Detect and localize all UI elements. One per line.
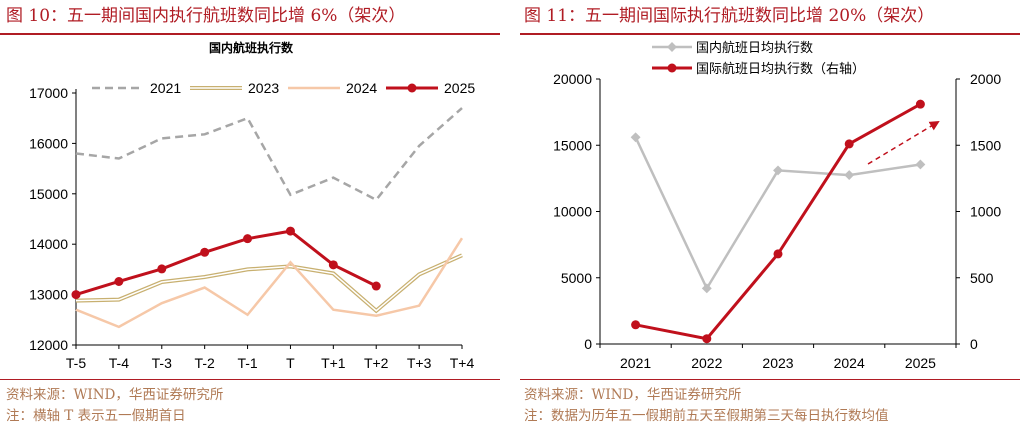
y-tick-label: 15000: [29, 186, 68, 202]
international-series-point: [915, 99, 925, 109]
left-footnote: 注：横轴 T 表示五一假期首日: [6, 408, 186, 424]
legend-marker-1: [667, 63, 677, 73]
right-title-rule: [520, 33, 1020, 35]
x-tick-label: 2021: [620, 355, 651, 371]
x-tick-label: T-5: [66, 355, 86, 371]
left-y-tick-label: 10000: [553, 204, 592, 220]
international-series-point: [773, 249, 783, 259]
legend-marker-0: [667, 42, 677, 52]
x-tick-label: T+4: [450, 355, 475, 371]
x-tick-label: T: [286, 355, 295, 371]
right-footer-rule: [520, 379, 1020, 380]
right-figure-title: 图 11：五一期间国际执行航班数同比增 20%（架次）: [524, 6, 935, 26]
legend-label-2021: 2021: [150, 80, 181, 96]
y-tick-label: 17000: [29, 85, 68, 101]
domestic-series-point: [844, 170, 855, 181]
x-tick-label: 2022: [691, 355, 722, 371]
x-tick-label: 2024: [834, 355, 865, 371]
series-2025-point: [285, 226, 295, 236]
series-2023-line-inner: [75, 254, 463, 312]
right-y-tick-label: 2000: [970, 71, 1001, 87]
series-2025-point: [200, 247, 210, 257]
y-tick-label: 14000: [29, 236, 68, 252]
series-2025-line: [75, 229, 377, 297]
x-tick-label: T+2: [364, 355, 389, 371]
series-2023-line: [75, 253, 463, 314]
legend-label-2024: 2024: [346, 80, 377, 96]
legend-label-2023: 2023: [248, 80, 279, 96]
x-tick-label: T-4: [109, 355, 129, 371]
domestic-series-line: [634, 136, 921, 291]
legend-label-2025: 2025: [444, 80, 475, 96]
right-y-tick-label: 0: [970, 336, 978, 352]
series-2025-point: [371, 281, 381, 291]
x-tick-label: T-3: [152, 355, 172, 371]
x-tick-label: T-1: [237, 355, 257, 371]
left-footer-rule: [0, 379, 500, 380]
series-2025-point: [328, 260, 338, 270]
chart-title: 国内航班执行数: [209, 40, 294, 55]
legend-marker-2025: [407, 83, 417, 93]
left-title-rule: [0, 33, 500, 35]
y-tick-label: 13000: [29, 287, 68, 303]
legend-label-0: 国内航班日均执行数: [696, 40, 813, 55]
right-footnote: 注：数据为历年五一假期前五天至假期第三天每日执行数均值: [524, 408, 889, 424]
series-2024-line: [75, 237, 464, 329]
legend-label-1: 国际航班日均执行数（右轴）: [696, 61, 865, 76]
right-source: 资料来源：WIND，华西证券研究所: [524, 387, 742, 403]
left-figure-title: 图 10：五一期间国内执行航班数同比增 6%（架次）: [6, 6, 406, 26]
y-tick-label: 12000: [29, 337, 68, 353]
y-tick-label: 16000: [29, 135, 68, 151]
right-y-tick-label: 1500: [970, 137, 1001, 153]
domestic-series-point: [915, 159, 926, 170]
x-tick-label: 2025: [905, 355, 936, 371]
right-y-tick-label: 500: [970, 270, 994, 286]
right-figure: 图 11：五一期间国际执行航班数同比增 20%（架次） 0 5000 10000 15…: [520, 0, 1020, 427]
right-y-tick-label: 1000: [970, 204, 1001, 220]
left-y-tick-label: 15000: [553, 137, 592, 153]
international-series-line: [635, 102, 922, 341]
series-2025-point: [157, 264, 167, 274]
x-tick-label: T+1: [321, 355, 346, 371]
domestic-series-point: [630, 132, 641, 143]
left-figure: 图 10：五一期间国内执行航班数同比增 6%（架次） 国内航班执行数 12000 1…: [0, 0, 500, 427]
x-tick-label: T+3: [407, 355, 432, 371]
trend-arrow: [867, 120, 940, 165]
international-series-point: [844, 139, 854, 149]
series-2025-point: [243, 234, 253, 244]
international-series-point: [631, 320, 641, 330]
series-2025-point: [114, 276, 124, 286]
series-2025-point: [71, 290, 81, 300]
left-y-tick-label: 20000: [553, 71, 592, 87]
domestic-series-point: [773, 165, 783, 176]
left-chart: 国内航班执行数 12000 13000 14000 15000 16000 17000 T-5…: [29, 40, 475, 371]
left-source: 资料来源：WIND，华西证券研究所: [6, 387, 224, 403]
left-y-tick-label: 0: [584, 336, 592, 352]
left-y-tick-label: 5000: [561, 270, 592, 286]
international-series-point: [702, 334, 712, 344]
x-tick-label: T-2: [195, 355, 215, 371]
legend: 2021 2023 2024 2025: [92, 80, 475, 96]
series-2021-line: [75, 107, 463, 202]
x-tick-label: 2023: [762, 355, 793, 371]
right-chart: 0 5000 10000 15000 20000 0 500 1000 1500 2000 2021…: [553, 40, 1001, 371]
